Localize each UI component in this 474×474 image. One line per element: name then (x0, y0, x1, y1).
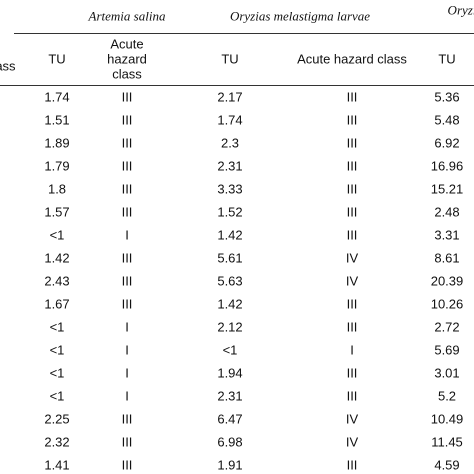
cell: 2.31 (217, 158, 243, 174)
cell: 20.39 (430, 273, 464, 289)
cell: 1.67 (44, 296, 70, 312)
cell: 1.57 (44, 204, 70, 220)
cell: 2.12 (217, 319, 243, 335)
cell: III (346, 365, 358, 381)
cell: 10.49 (430, 411, 464, 427)
cell: 15.21 (430, 181, 464, 197)
cell: III (121, 181, 133, 197)
cell: III (346, 457, 358, 473)
cell: 1.42 (217, 227, 243, 243)
cell: III (346, 181, 358, 197)
cell: III (121, 434, 133, 450)
cell: III (121, 112, 133, 128)
cell: 6.47 (217, 411, 243, 427)
cell: <1 (222, 342, 238, 358)
cell: III (121, 411, 133, 427)
cell: III (346, 319, 358, 335)
cell: 4.59 (434, 457, 460, 473)
cell: III (346, 204, 358, 220)
cell: <1 (49, 388, 65, 404)
cell: IV (345, 434, 359, 450)
cell: III (346, 89, 358, 105)
cell: 1.74 (44, 89, 70, 105)
cell: 1.42 (217, 296, 243, 312)
cell: 8.61 (434, 250, 460, 266)
cell: 2.31 (217, 388, 243, 404)
cell: 5.36 (434, 89, 460, 105)
group-header: Artemia salina (88, 8, 166, 24)
cell: 3.01 (434, 365, 460, 381)
cell: I (125, 342, 129, 358)
cell: 1.91 (217, 457, 243, 473)
cell: 1.41 (44, 457, 70, 473)
cell: 1.94 (217, 365, 243, 381)
cell: III (121, 158, 133, 174)
column-header: TU (438, 51, 456, 67)
cell: 5.61 (217, 250, 243, 266)
column-header: TU (221, 51, 239, 67)
cell: 16.96 (430, 158, 464, 174)
cell: I (125, 365, 129, 381)
cell: I (350, 342, 354, 358)
cell: <1 (49, 365, 65, 381)
cell: IV (345, 411, 359, 427)
cell: 3.31 (434, 227, 460, 243)
cell: 1.8 (47, 181, 67, 197)
cell: III (121, 296, 133, 312)
cell: <1 (49, 227, 65, 243)
group-header: Oryzias melastigma larvae (229, 8, 371, 24)
cell: III (346, 158, 358, 174)
cell: 2.48 (434, 204, 460, 220)
cell: 1.52 (217, 204, 243, 220)
cell: 2.72 (434, 319, 460, 335)
cell: III (121, 250, 133, 266)
cell: IV (345, 250, 359, 266)
cell: 5.63 (217, 273, 243, 289)
cell: III (121, 204, 133, 220)
cell: 2.32 (44, 434, 70, 450)
cell: 1.89 (44, 135, 70, 151)
cell: 1.51 (44, 112, 70, 128)
cell: III (346, 112, 358, 128)
cell: 6.98 (217, 434, 243, 450)
cell: 6.92 (434, 135, 460, 151)
cell: I (125, 388, 129, 404)
cell: 1.42 (44, 250, 70, 266)
cell: 1.79 (44, 158, 70, 174)
cell: 2.3 (220, 135, 240, 151)
cell: <1 (49, 319, 65, 335)
cell: 5.69 (434, 342, 460, 358)
column-header: Acute hazard class (107, 36, 147, 82)
cell: <1 (49, 342, 65, 358)
header-fragment: lass (0, 58, 16, 74)
cell: 10.26 (430, 296, 464, 312)
cell: IV (345, 273, 359, 289)
cell: 5.2 (437, 388, 457, 404)
cell: 2.43 (44, 273, 70, 289)
subheader-rule (0, 85, 474, 86)
cell: 11.45 (431, 434, 463, 450)
header-rule (14, 33, 474, 34)
cell: III (121, 457, 133, 473)
cell: I (125, 319, 129, 335)
cell: III (346, 135, 358, 151)
cell: III (346, 388, 358, 404)
cell: III (346, 296, 358, 312)
cell: III (121, 273, 133, 289)
group-header: Oryzi (447, 2, 474, 18)
cell: 3.33 (217, 181, 243, 197)
cell: III (346, 227, 358, 243)
cell: III (121, 135, 133, 151)
cell: I (125, 227, 129, 243)
cell: 1.74 (217, 112, 243, 128)
cell: III (121, 89, 133, 105)
cell: 2.17 (217, 89, 243, 105)
cell: 2.25 (44, 411, 70, 427)
column-header: Acute hazard class (297, 51, 407, 67)
column-header: TU (48, 51, 66, 67)
cell: 5.48 (434, 112, 460, 128)
